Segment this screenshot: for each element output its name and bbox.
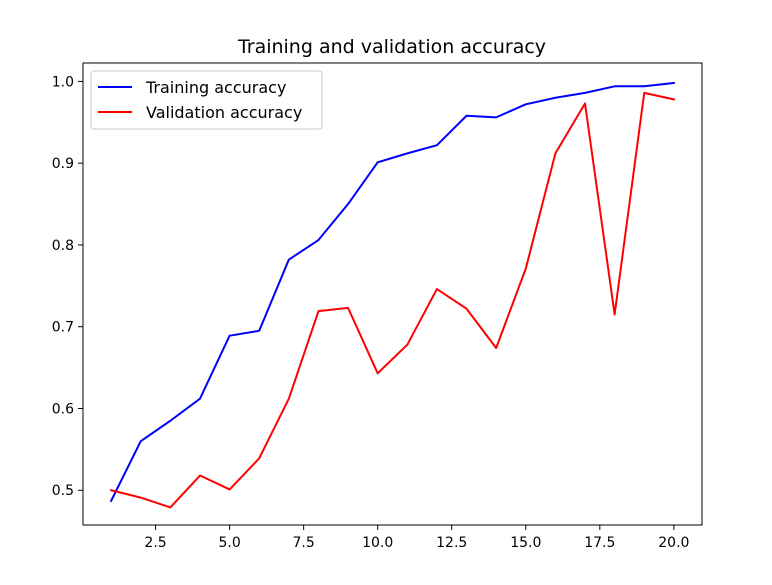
y-tick-label: 0.8 bbox=[52, 238, 74, 254]
legend-label-training: Training accuracy bbox=[145, 78, 286, 97]
y-tick-label: 1.0 bbox=[52, 74, 74, 90]
x-tick-label: 5.0 bbox=[218, 535, 240, 551]
plot-area: 2.5 5.0 7.5 10.0 12.5 15.0 17.5 20.0 0.5 0.6 0.7 0.… bbox=[52, 62, 703, 551]
x-tick-label: 7.5 bbox=[293, 535, 315, 551]
y-tick-label: 0.6 bbox=[52, 401, 74, 417]
series-line-validation bbox=[109, 91, 676, 509]
y-tick-label: 0.5 bbox=[52, 483, 74, 499]
chart-title: Training and validation accuracy bbox=[237, 36, 546, 58]
x-tick-label: 12.5 bbox=[436, 535, 467, 551]
x-tick-label: 17.5 bbox=[584, 535, 615, 551]
legend: Training accuracy Validation accuracy bbox=[90, 70, 323, 130]
legend-box bbox=[90, 70, 323, 130]
axes-frame bbox=[82, 62, 703, 526]
legend-label-validation: Validation accuracy bbox=[146, 103, 302, 122]
y-tick-label: 0.9 bbox=[52, 156, 74, 172]
series-line-training bbox=[109, 81, 675, 503]
x-tick-label: 10.0 bbox=[362, 535, 393, 551]
x-tick-label: 20.0 bbox=[658, 535, 689, 551]
y-tick-label: 0.7 bbox=[52, 320, 74, 336]
x-tick-label: 2.5 bbox=[144, 535, 166, 551]
x-tick-label: 15.0 bbox=[510, 535, 541, 551]
